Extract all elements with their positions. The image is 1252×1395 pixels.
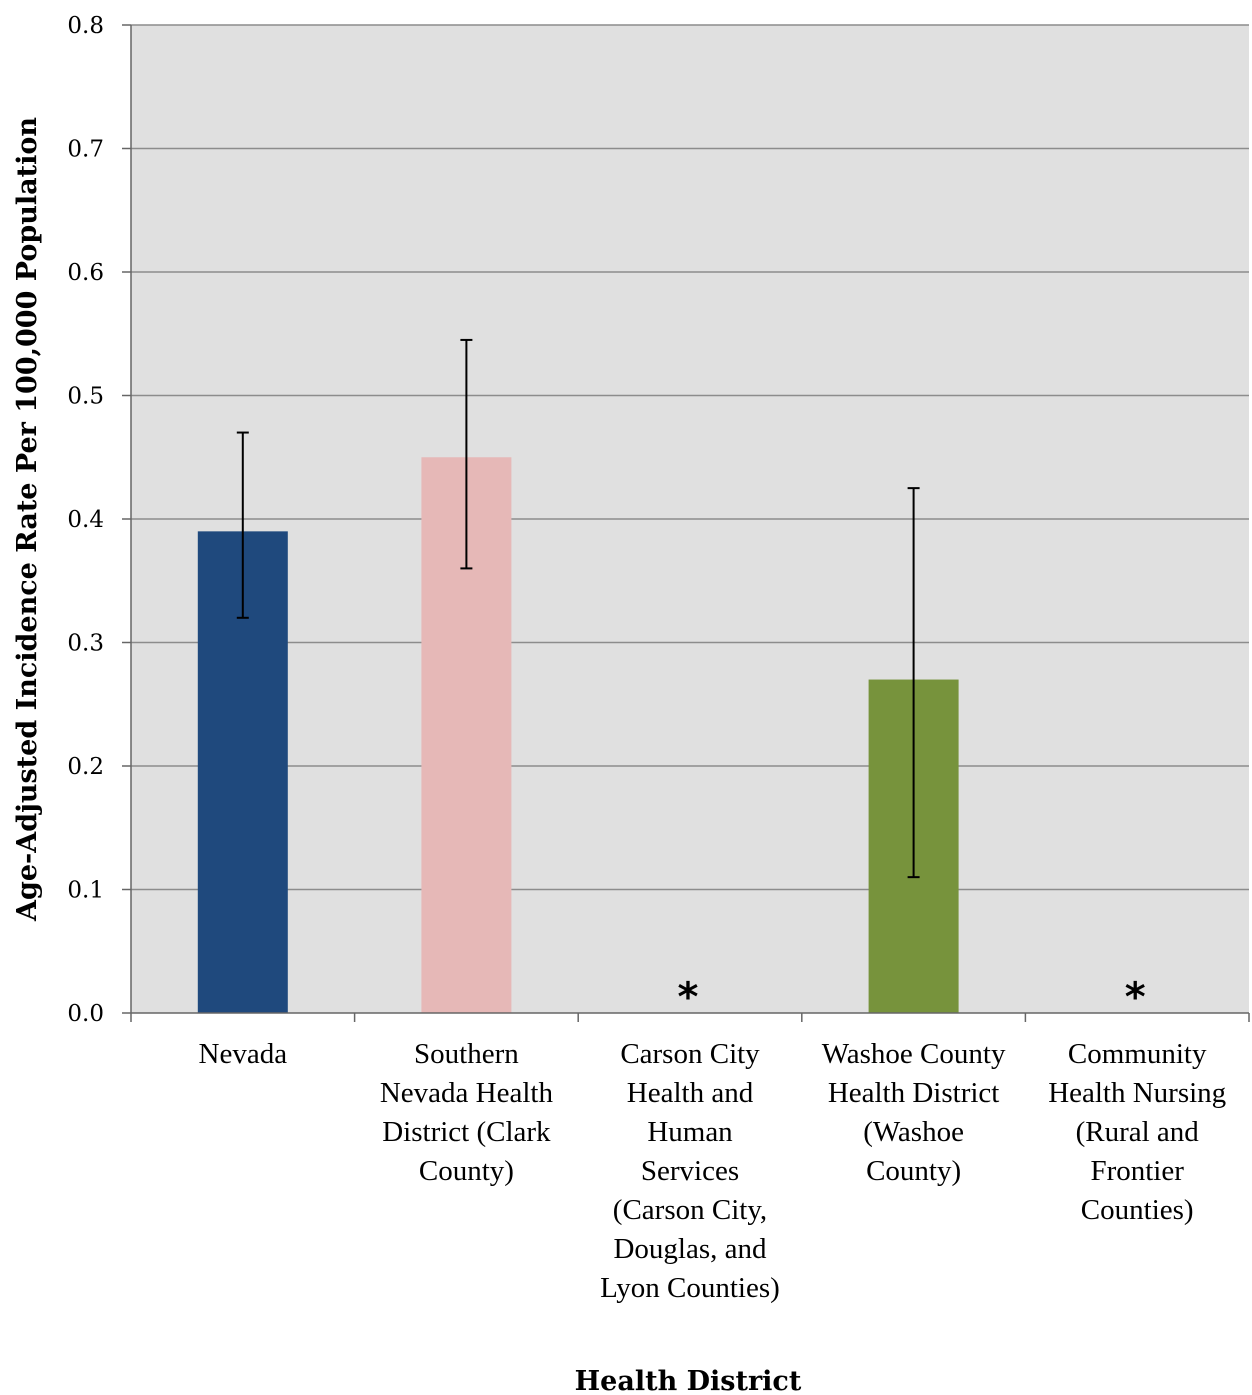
y-tick-label: 0.6 [67,260,104,286]
y-axis-title: Age-Adjusted Incidence Rate Per 100,000 … [12,117,43,922]
y-tick-labels: 0.0 0.1 0.2 0.3 0.4 0.5 0.6 0.7 0.8 [67,13,104,1027]
x-category-label: Douglas, and [613,1233,767,1265]
x-category-label: Services [641,1155,739,1187]
x-category-label: County) [866,1155,961,1187]
suppressed-marker: * [1125,974,1146,1020]
x-category-label: District (Clark [382,1116,551,1148]
gridlines [122,24,1249,1014]
x-category-label: (Carson City, [613,1194,767,1226]
x-category-labels: Nevada Southern Nevada Health District (Cla… [199,1038,1227,1304]
x-category-label: Nevada [199,1038,288,1070]
x-category-label: Health Nursing [1048,1077,1226,1109]
y-tick-label: 0.3 [67,631,104,657]
x-category-label: Counties) [1081,1194,1194,1226]
x-category-label: Southern [414,1038,519,1070]
axes [130,25,1250,1022]
y-tick-label: 0.8 [67,13,104,39]
x-category-label: Lyon Counties) [600,1272,780,1304]
x-category-label: Community [1068,1038,1207,1070]
y-tick-label: 0.4 [67,507,104,533]
y-tick-label: 0.5 [67,384,104,410]
x-category-label: Human [647,1116,733,1148]
x-category-label: Health District [828,1077,1000,1109]
x-category-label: (Washoe [863,1116,964,1148]
y-tick-label: 0.1 [67,878,104,904]
x-category-label: Frontier [1090,1155,1184,1187]
y-tick-label: 0.7 [67,137,104,163]
y-tick-label: 0.0 [67,1001,104,1027]
x-category-label: Washoe County [822,1038,1006,1070]
suppressed-marker: * [678,974,699,1020]
error-bars [236,338,920,879]
x-category-label: Carson City [620,1038,760,1070]
y-tick-label: 0.2 [67,754,104,780]
x-axis-title: Health District [575,1366,802,1395]
x-category-label: (Rural and [1076,1116,1200,1148]
x-category-label: Nevada Health [380,1077,554,1109]
x-category-label: Health and [627,1077,754,1109]
x-category-label: County) [419,1155,514,1187]
